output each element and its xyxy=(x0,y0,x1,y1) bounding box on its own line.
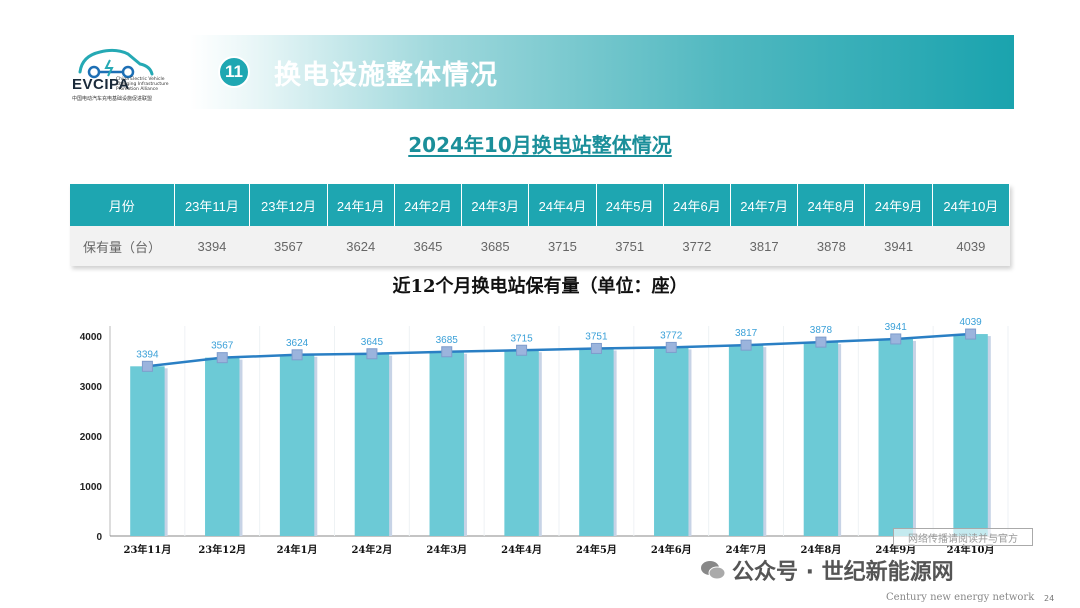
data-label: 3567 xyxy=(211,341,234,352)
y-tick-label: 2000 xyxy=(80,432,103,443)
inventory-chart: 0 1000 2000 3000 4000 23年11月 23年12月 24年1月 24年2月 2… xyxy=(80,317,1009,556)
data-label: 3624 xyxy=(286,338,309,349)
line-point xyxy=(740,339,752,351)
line-point xyxy=(815,336,827,348)
line-point xyxy=(441,346,453,358)
table-row-label: 月份 xyxy=(70,184,175,226)
table-cell: 3751 xyxy=(596,226,664,266)
logo-chinese: 中国电动汽车充电基础设施促进联盟 xyxy=(72,96,153,102)
table-header-cell: 24年6月 xyxy=(663,184,732,226)
line-point xyxy=(291,349,303,361)
table-cell: 3941 xyxy=(864,226,933,266)
table-header-cell: 24年1月 xyxy=(327,184,395,226)
x-tick-label: 24年6月 xyxy=(651,543,692,556)
x-tick-label: 23年11月 xyxy=(123,543,171,556)
page-number: 24 xyxy=(1044,594,1055,603)
table-header-cell: 24年8月 xyxy=(797,184,866,226)
table-header-cell: 24年5月 xyxy=(596,184,664,226)
bar xyxy=(803,342,839,536)
table-header-cell: 24年2月 xyxy=(394,184,463,226)
chart-title: 近12个月换电站保有量（单位：座） xyxy=(392,276,688,297)
data-label: 3751 xyxy=(585,331,608,342)
data-label: 3772 xyxy=(660,330,683,341)
line-point xyxy=(216,352,228,364)
line-point xyxy=(590,342,602,354)
table-header-cell: 24年4月 xyxy=(528,184,597,226)
section-number: 11 xyxy=(218,56,250,88)
line-point xyxy=(516,344,528,356)
line-point xyxy=(366,348,378,360)
bar xyxy=(130,366,165,536)
wechat-icon xyxy=(701,561,726,580)
line-point xyxy=(665,341,677,353)
table-header-cell: 24年7月 xyxy=(730,184,799,226)
y-tick-label: 4000 xyxy=(80,332,103,343)
page-title: 2024年10月换电站整体情况 xyxy=(408,133,672,157)
table-row: 保有量（台） 3394 3567 3624 3645 3685 3715 3751 3772 3… xyxy=(70,226,1010,266)
x-tick-label: 24年5月 xyxy=(576,543,617,556)
y-tick-label: 0 xyxy=(96,532,102,543)
data-label: 3715 xyxy=(510,333,533,344)
bar xyxy=(728,345,764,536)
data-label: 4039 xyxy=(959,317,982,328)
table-row-label: 保有量（台） xyxy=(70,226,174,266)
x-tick-label: 24年7月 xyxy=(726,543,767,556)
y-tick-label: 1000 xyxy=(80,482,103,493)
x-tick-label: 24年1月 xyxy=(277,543,318,556)
table-cell: 3772 xyxy=(663,226,731,266)
x-tick-label: 24年10月 xyxy=(947,543,995,556)
watermark-english: Century new energy network xyxy=(886,592,1035,603)
bar xyxy=(279,354,315,536)
table-header-cell: 23年11月 xyxy=(174,184,251,226)
x-tick-label: 24年4月 xyxy=(501,543,542,556)
data-label: 3394 xyxy=(136,349,159,360)
x-tick-label: 24年9月 xyxy=(875,543,916,556)
table-cell: 3567 xyxy=(249,226,328,266)
header-banner xyxy=(190,35,1014,109)
table-header-cell: 23年12月 xyxy=(249,184,328,226)
bar xyxy=(953,334,988,536)
table-header-row: 月份 23年11月 23年12月 24年1月 24年2月 24年3月 24年4月 24年5月… xyxy=(70,184,1011,226)
inventory-table: 月份 23年11月 23年12月 24年1月 24年2月 24年3月 24年4月 24年5月… xyxy=(70,184,1011,266)
bar xyxy=(205,357,240,536)
section-title: 换电设施整体情况 xyxy=(274,60,498,91)
table-cell: 3624 xyxy=(327,226,395,266)
line-point xyxy=(141,360,153,372)
logo-english: China Electric Vehicle Charging Infrastr… xyxy=(116,77,169,92)
data-label: 3817 xyxy=(735,328,758,339)
wechat-account: 公众号 · 世纪新能源网 xyxy=(700,554,954,586)
table-cell: 3645 xyxy=(394,226,462,266)
table-header-cell: 24年10月 xyxy=(932,184,1011,226)
table-header-cell: 24年9月 xyxy=(864,184,933,226)
bar xyxy=(504,350,539,536)
x-tick-label: 23年12月 xyxy=(198,543,246,556)
line-point xyxy=(890,333,902,345)
watermark-stamp: 网络传播请阅读并与官方 xyxy=(893,528,1033,546)
y-tick-label: 3000 xyxy=(80,382,103,393)
table-cell: 3685 xyxy=(461,226,529,266)
x-tick-label: 24年2月 xyxy=(351,543,392,556)
table-cell: 3878 xyxy=(797,226,865,266)
bar xyxy=(579,348,614,536)
logo-name: EVCIPA xyxy=(72,76,130,93)
data-label: 3645 xyxy=(361,337,384,348)
bar xyxy=(354,353,390,536)
x-tick-label: 24年8月 xyxy=(800,543,841,556)
data-label: 3941 xyxy=(885,322,908,333)
bar xyxy=(878,338,913,536)
table-cell: 4039 xyxy=(932,226,1010,266)
table-cell: 3715 xyxy=(528,226,597,266)
data-label: 3878 xyxy=(810,325,833,336)
wechat-label: 公众号 · 世纪新能源网 xyxy=(732,560,954,585)
x-tick-label: 24年3月 xyxy=(426,543,467,556)
bar xyxy=(429,351,464,536)
data-label: 3685 xyxy=(436,335,459,346)
bar xyxy=(654,347,689,536)
series-line xyxy=(147,332,971,368)
line-point xyxy=(965,328,977,340)
table-cell: 3394 xyxy=(174,226,250,266)
evcipa-logo xyxy=(78,48,154,79)
table-cell: 3817 xyxy=(730,226,798,266)
table-header-cell: 24年3月 xyxy=(461,184,530,226)
